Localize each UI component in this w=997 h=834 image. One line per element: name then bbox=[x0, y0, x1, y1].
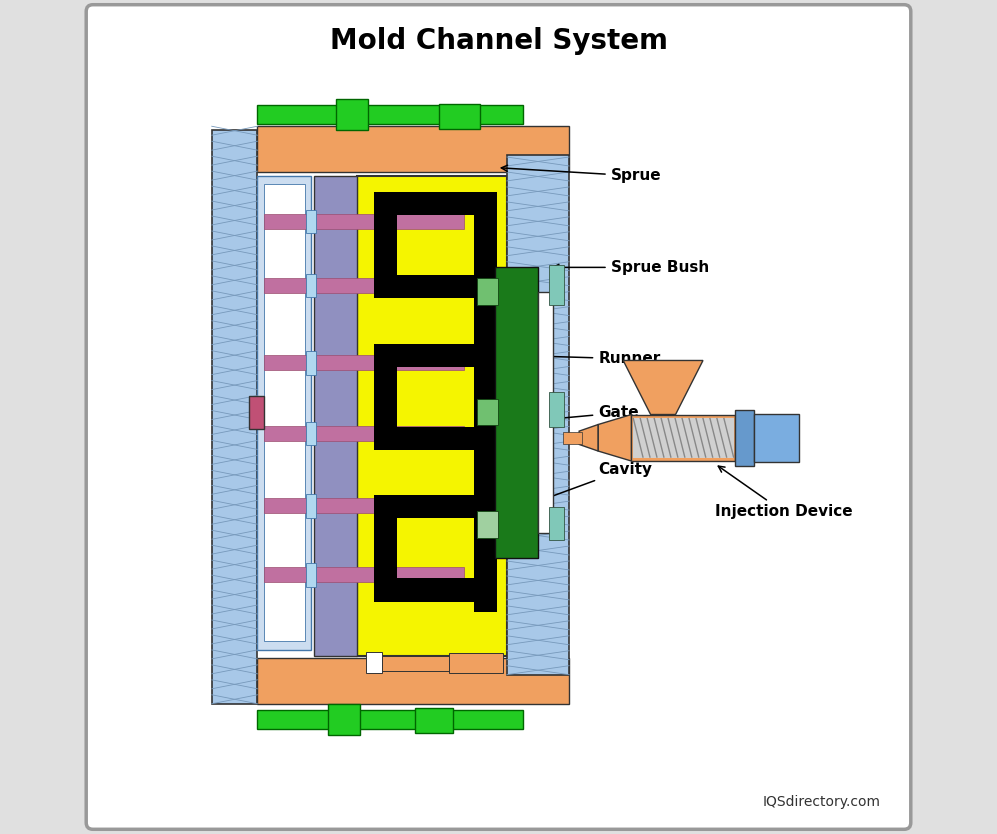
Text: Cavity: Cavity bbox=[478, 462, 652, 525]
Bar bbox=[374, 495, 397, 601]
Text: Injection Device: Injection Device bbox=[715, 466, 852, 520]
Bar bbox=[264, 184, 305, 641]
Bar bbox=[549, 392, 564, 427]
Bar bbox=[633, 418, 734, 458]
Bar bbox=[264, 426, 464, 441]
Bar bbox=[366, 652, 382, 673]
Bar bbox=[449, 653, 502, 673]
Bar bbox=[549, 507, 564, 540]
Bar bbox=[264, 567, 464, 582]
Bar bbox=[374, 578, 497, 601]
Bar bbox=[257, 105, 523, 123]
Text: Runner: Runner bbox=[493, 351, 660, 366]
Bar bbox=[314, 176, 357, 656]
Bar bbox=[249, 396, 264, 430]
Bar bbox=[374, 192, 397, 298]
Bar bbox=[264, 499, 464, 514]
Bar bbox=[257, 126, 569, 172]
Polygon shape bbox=[579, 425, 598, 451]
Bar bbox=[477, 279, 498, 304]
Bar bbox=[211, 130, 257, 704]
Bar bbox=[631, 414, 736, 461]
Bar bbox=[496, 268, 538, 558]
Bar bbox=[538, 292, 553, 534]
Bar bbox=[506, 155, 569, 675]
Bar bbox=[306, 351, 316, 374]
Text: Sprue: Sprue bbox=[501, 165, 661, 183]
Bar bbox=[264, 214, 464, 229]
Polygon shape bbox=[598, 414, 631, 461]
Polygon shape bbox=[623, 360, 703, 414]
Bar bbox=[306, 274, 316, 297]
Bar bbox=[336, 98, 368, 130]
Bar bbox=[754, 414, 800, 462]
Bar bbox=[416, 708, 453, 733]
Text: IQSdirectory.com: IQSdirectory.com bbox=[763, 796, 881, 809]
Bar bbox=[549, 265, 564, 304]
Bar bbox=[477, 511, 498, 538]
Text: Gate: Gate bbox=[488, 405, 639, 427]
Bar bbox=[306, 563, 316, 586]
Bar bbox=[374, 192, 497, 215]
Bar bbox=[477, 399, 498, 425]
Bar bbox=[477, 511, 498, 538]
Bar bbox=[306, 210, 316, 234]
Bar bbox=[563, 432, 581, 444]
Bar bbox=[474, 201, 497, 612]
Text: Mold Channel System: Mold Channel System bbox=[329, 28, 668, 55]
Bar bbox=[374, 495, 497, 519]
Bar bbox=[264, 355, 464, 370]
Bar bbox=[374, 344, 497, 367]
Bar bbox=[328, 704, 360, 736]
Bar bbox=[357, 176, 506, 656]
Bar bbox=[257, 711, 523, 729]
Bar bbox=[374, 275, 497, 298]
Bar bbox=[374, 344, 397, 450]
Bar bbox=[257, 658, 569, 704]
Bar bbox=[306, 495, 316, 518]
Bar bbox=[736, 409, 754, 466]
Bar bbox=[257, 176, 311, 650]
Text: Sprue Bush: Sprue Bush bbox=[553, 260, 709, 275]
Bar bbox=[439, 103, 481, 128]
Bar bbox=[382, 656, 491, 671]
Bar bbox=[264, 279, 464, 293]
Bar bbox=[374, 427, 497, 450]
Bar bbox=[306, 422, 316, 445]
